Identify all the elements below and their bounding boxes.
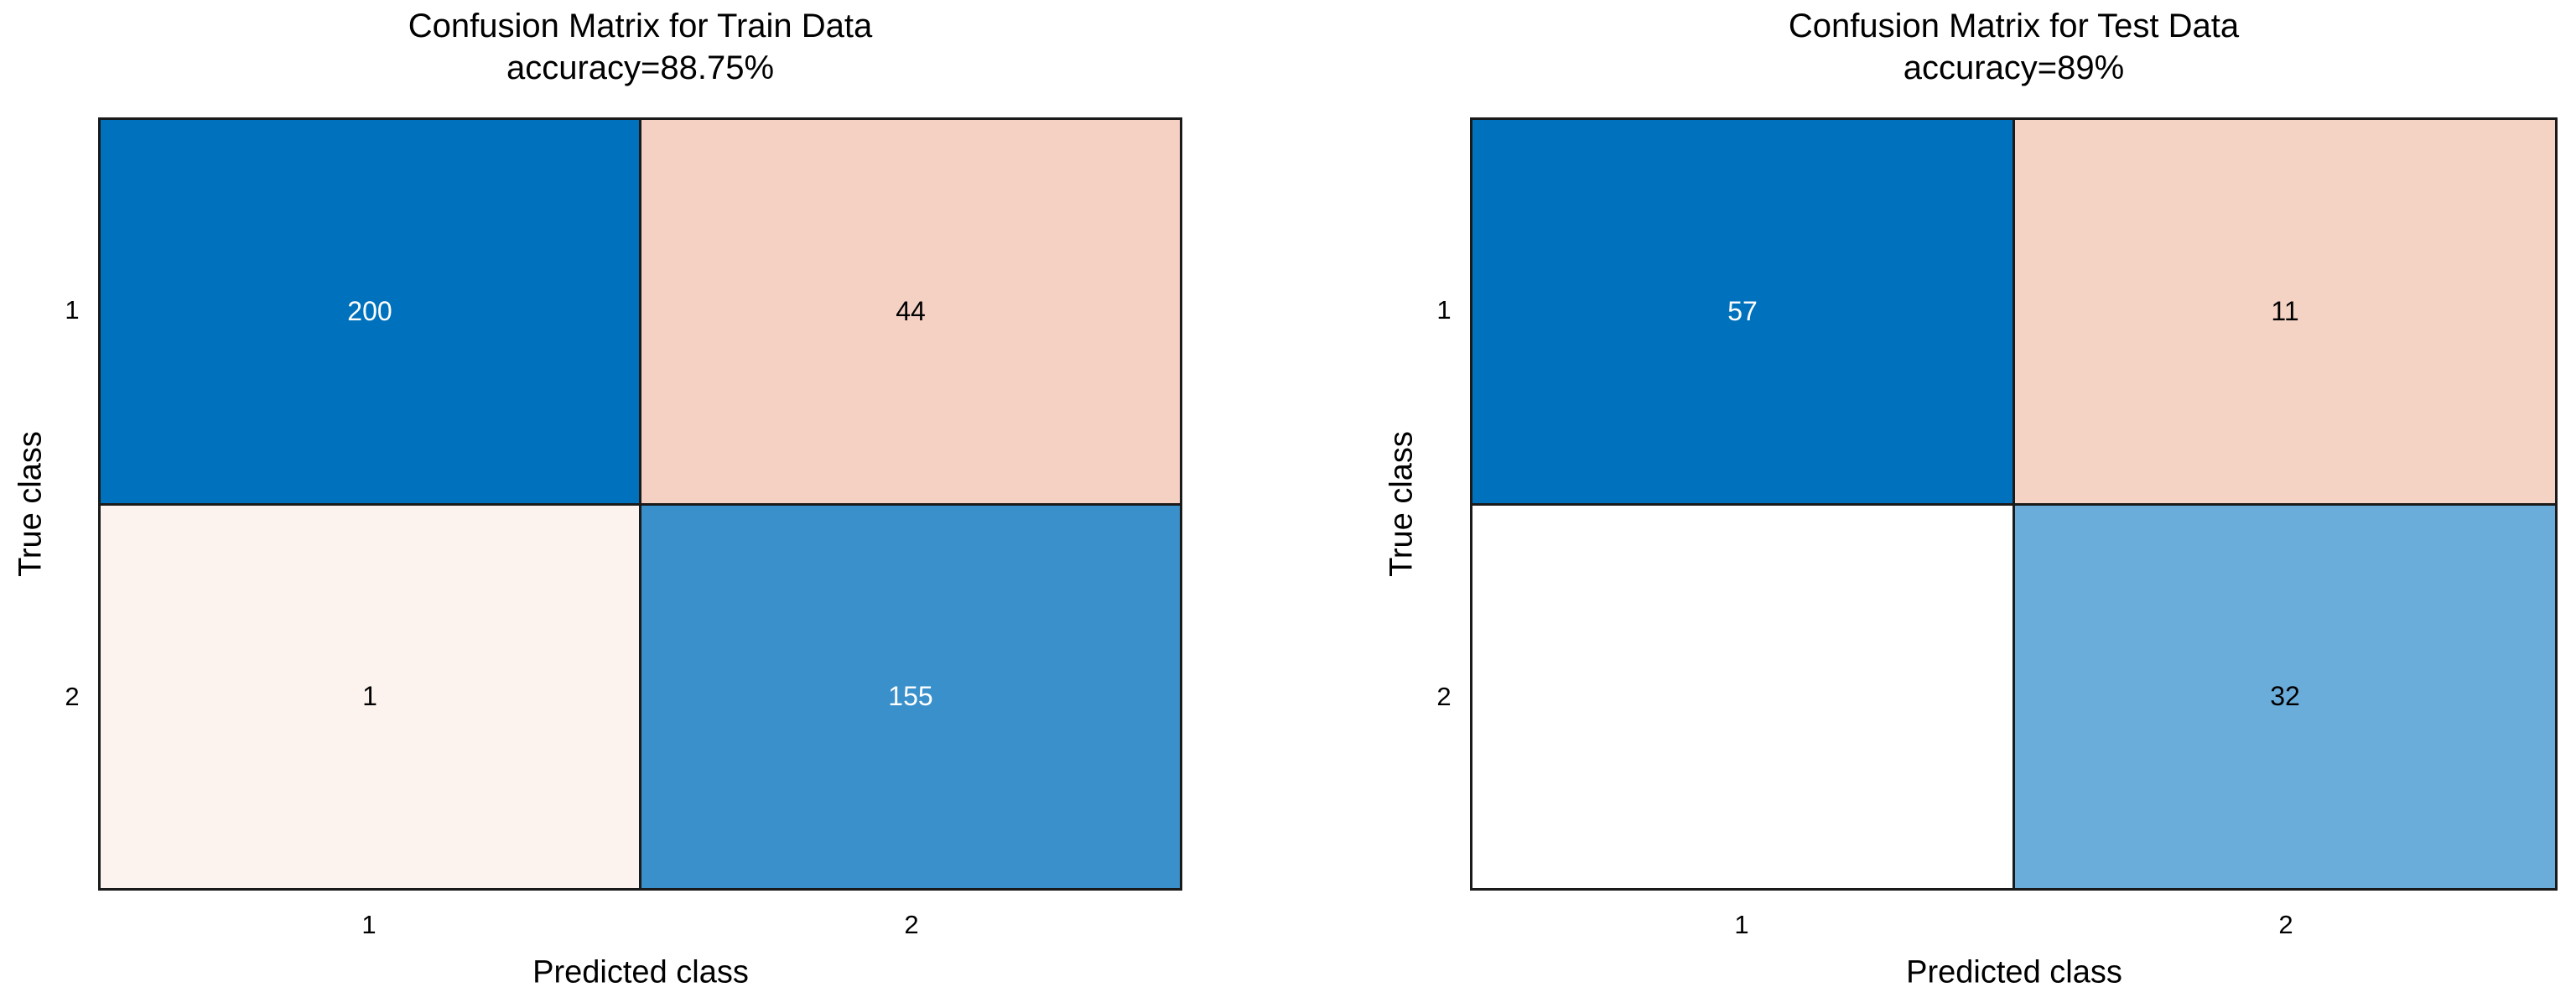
train-x-tick-2: 2 xyxy=(904,910,919,939)
test-cell-true1-pred2: 11 xyxy=(2015,120,2555,503)
train-y-tick-2: 2 xyxy=(65,682,80,711)
train-cell-true1-pred1: 200 xyxy=(101,120,639,503)
test-confusion-matrix: 57 11 32 xyxy=(1470,117,2558,891)
train-confusion-matrix: 200 44 1 155 xyxy=(98,117,1182,891)
train-y-axis-label: True class xyxy=(13,431,49,577)
test-chart-title: Confusion Matrix for Test Data xyxy=(1788,8,2240,44)
test-cell-true1-pred1: 57 xyxy=(1472,120,2012,503)
train-cell-true1-pred2: 44 xyxy=(641,120,1180,503)
train-accuracy-subtitle: accuracy=88.75% xyxy=(506,49,775,86)
train-chart-title: Confusion Matrix for Train Data xyxy=(408,8,873,44)
train-y-tick-1: 1 xyxy=(65,295,80,325)
test-y-axis-label: True class xyxy=(1384,431,1420,577)
test-y-tick-1: 1 xyxy=(1436,295,1452,325)
test-title-block: Confusion Matrix for Test Data accuracy=… xyxy=(1470,5,2558,89)
train-cell-true2-pred1: 1 xyxy=(101,505,639,888)
test-cell-true2-pred2: 32 xyxy=(2015,505,2555,888)
test-x-tick-2: 2 xyxy=(2278,910,2293,939)
train-x-axis-label: Predicted class xyxy=(532,954,749,990)
train-x-tick-1: 1 xyxy=(361,910,377,939)
train-cell-true2-pred2: 155 xyxy=(641,505,1180,888)
train-title-block: Confusion Matrix for Train Data accuracy… xyxy=(98,5,1182,89)
test-cell-true2-pred1 xyxy=(1472,505,2012,888)
test-accuracy-subtitle: accuracy=89% xyxy=(1903,49,2125,86)
test-y-tick-2: 2 xyxy=(1436,682,1452,711)
test-x-tick-1: 1 xyxy=(1734,910,1749,939)
test-x-axis-label: Predicted class xyxy=(1906,954,2122,990)
